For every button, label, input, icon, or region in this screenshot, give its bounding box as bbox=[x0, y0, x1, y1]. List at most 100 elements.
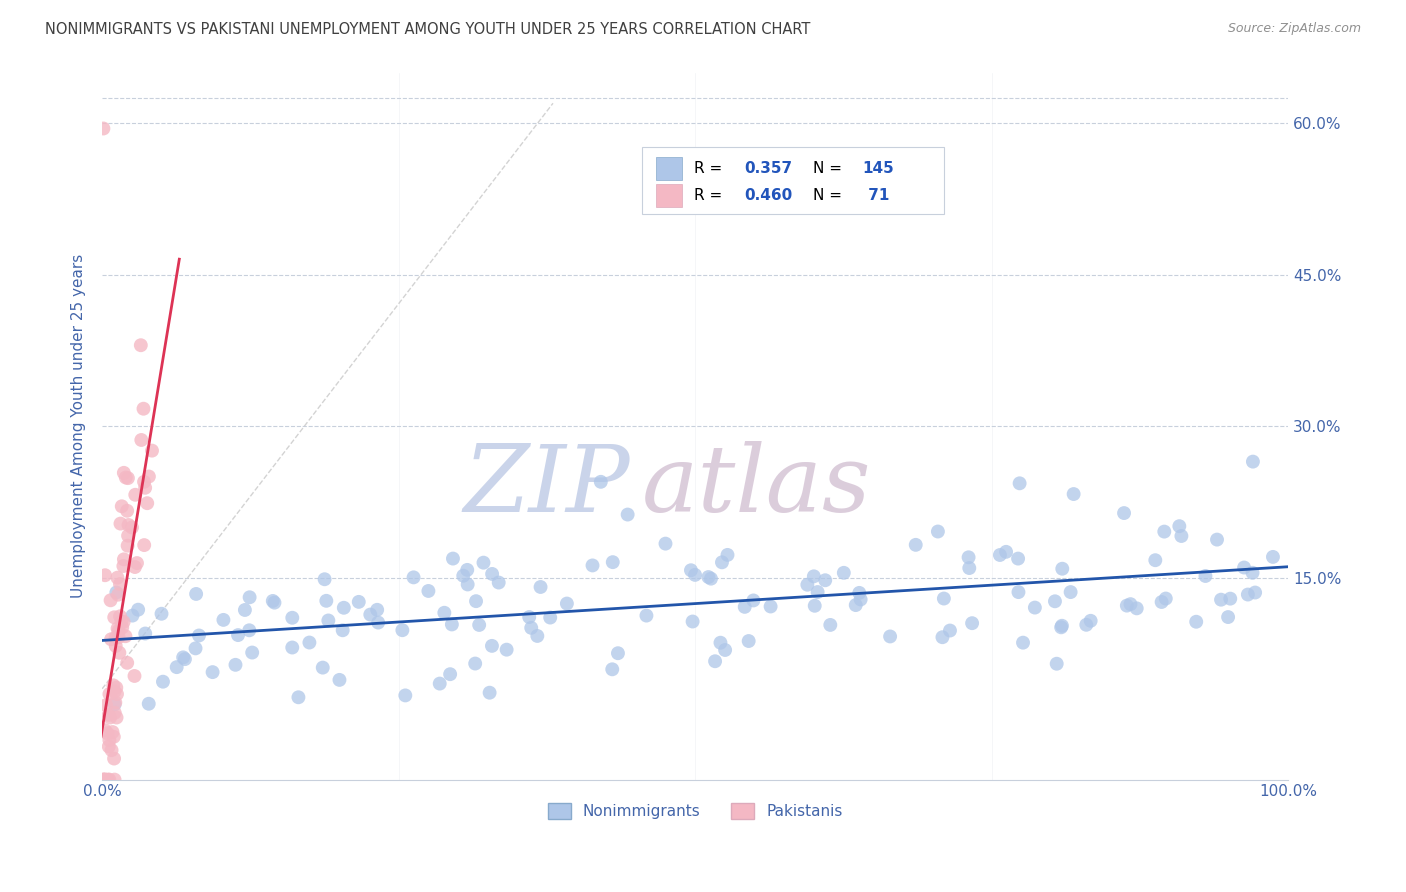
Point bbox=[134, 626, 156, 640]
Point bbox=[716, 548, 738, 562]
Point bbox=[103, 678, 125, 692]
Point bbox=[710, 555, 733, 569]
Point bbox=[904, 538, 927, 552]
Point bbox=[150, 607, 173, 621]
Point bbox=[115, 656, 138, 670]
Point bbox=[287, 690, 309, 705]
Point bbox=[478, 686, 501, 700]
Point bbox=[679, 563, 702, 577]
Point bbox=[121, 520, 143, 534]
Point bbox=[464, 657, 486, 671]
Point bbox=[957, 561, 980, 575]
Point bbox=[1063, 487, 1085, 501]
Point bbox=[1052, 562, 1074, 576]
Point bbox=[636, 608, 658, 623]
Point bbox=[138, 697, 160, 711]
Point bbox=[152, 674, 174, 689]
Point bbox=[1170, 529, 1192, 543]
Point bbox=[429, 676, 451, 690]
Point bbox=[112, 552, 135, 566]
Point bbox=[1144, 553, 1167, 567]
Point bbox=[734, 599, 756, 614]
Point bbox=[520, 621, 543, 635]
Point bbox=[134, 481, 156, 495]
Point bbox=[538, 610, 561, 624]
Point bbox=[1153, 524, 1175, 539]
Point bbox=[1115, 599, 1137, 613]
Point bbox=[312, 660, 335, 674]
Point bbox=[100, 743, 122, 757]
Point bbox=[104, 631, 127, 645]
Point bbox=[359, 607, 381, 622]
Point bbox=[111, 500, 134, 514]
Point bbox=[439, 667, 461, 681]
Point bbox=[607, 646, 630, 660]
Point bbox=[418, 584, 440, 599]
Point bbox=[683, 567, 706, 582]
Point bbox=[849, 592, 872, 607]
Point bbox=[103, 751, 125, 765]
Point bbox=[589, 475, 612, 489]
Point bbox=[1125, 601, 1147, 615]
Point bbox=[114, 629, 136, 643]
Point bbox=[117, 518, 139, 533]
Point bbox=[117, 529, 139, 543]
Point bbox=[224, 657, 246, 672]
Point bbox=[1112, 506, 1135, 520]
Point bbox=[112, 466, 135, 480]
Point bbox=[108, 646, 131, 660]
Point bbox=[132, 401, 155, 416]
Point bbox=[456, 563, 478, 577]
Point bbox=[103, 684, 125, 698]
Point bbox=[107, 571, 129, 585]
Point bbox=[314, 572, 336, 586]
Text: 0.460: 0.460 bbox=[744, 187, 792, 202]
Point bbox=[526, 629, 548, 643]
Point bbox=[742, 593, 765, 607]
Point bbox=[93, 772, 115, 787]
Point bbox=[714, 643, 737, 657]
Point bbox=[124, 669, 146, 683]
Point bbox=[112, 559, 135, 574]
Point bbox=[932, 591, 955, 606]
Point bbox=[1185, 615, 1208, 629]
Point bbox=[117, 539, 139, 553]
Point bbox=[1261, 549, 1284, 564]
Point bbox=[104, 706, 127, 720]
Point bbox=[105, 687, 128, 701]
Point bbox=[1216, 610, 1239, 624]
Text: NONIMMIGRANTS VS PAKISTANI UNEMPLOYMENT AMONG YOUTH UNDER 25 YEARS CORRELATION C: NONIMMIGRANTS VS PAKISTANI UNEMPLOYMENT … bbox=[45, 22, 810, 37]
Text: 0.357: 0.357 bbox=[744, 161, 792, 176]
Point bbox=[103, 772, 125, 787]
Point bbox=[481, 566, 503, 581]
Point bbox=[581, 558, 603, 573]
Point bbox=[879, 630, 901, 644]
Point bbox=[481, 639, 503, 653]
Point bbox=[1080, 614, 1102, 628]
Point bbox=[103, 610, 125, 624]
Text: 145: 145 bbox=[862, 161, 894, 176]
Point bbox=[125, 556, 148, 570]
Point bbox=[100, 593, 122, 607]
FancyBboxPatch shape bbox=[657, 157, 682, 179]
Point bbox=[682, 615, 704, 629]
Point bbox=[262, 594, 284, 608]
Point bbox=[281, 611, 304, 625]
Point bbox=[1168, 519, 1191, 533]
Point bbox=[105, 585, 128, 599]
Point bbox=[600, 662, 623, 676]
Point bbox=[332, 624, 354, 638]
Point bbox=[239, 591, 262, 605]
Point bbox=[441, 551, 464, 566]
Point bbox=[367, 615, 389, 630]
Point bbox=[1209, 592, 1232, 607]
Point bbox=[814, 574, 837, 588]
Point bbox=[115, 504, 138, 518]
Point bbox=[1206, 533, 1229, 547]
Point bbox=[1244, 585, 1267, 599]
Point bbox=[103, 730, 125, 744]
Point bbox=[1050, 619, 1073, 633]
Point bbox=[98, 772, 121, 787]
Point bbox=[457, 577, 479, 591]
FancyBboxPatch shape bbox=[643, 147, 945, 214]
